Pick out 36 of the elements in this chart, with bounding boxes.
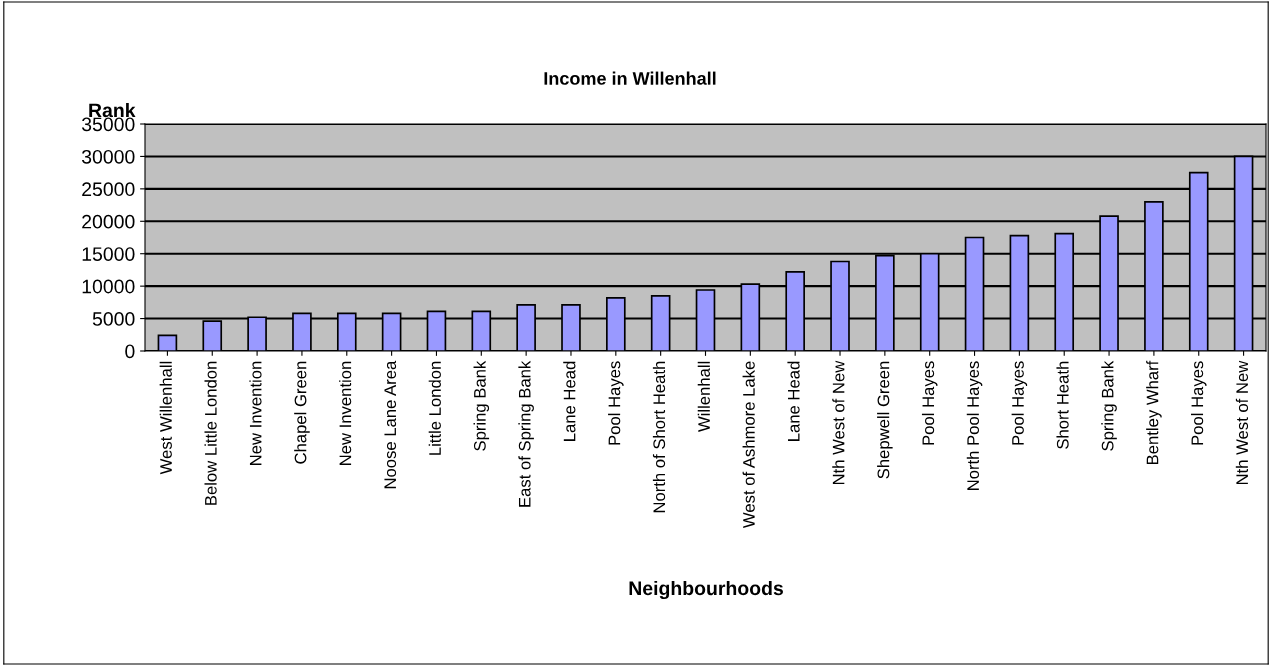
x-tick-label: Shepwell Green (877, 361, 893, 479)
x-tick-label: North of Short Heath (652, 361, 666, 513)
y-tick-label: 0 (125, 344, 135, 359)
x-tick-label: Spring Bank (473, 360, 490, 451)
x-axis-title: Neighbourhoods (629, 580, 783, 600)
x-tick-label: East of Spring Bank (518, 360, 534, 507)
x-tick-label: Below Little London (204, 361, 217, 505)
x-tick-label: Little London (428, 361, 441, 455)
y-tick-label: 5000 (92, 312, 135, 326)
x-tick-label: North Pool Hayes (966, 361, 983, 490)
x-tick-label: West Willenhall (159, 361, 172, 475)
y-axis-title: Rank (89, 102, 136, 118)
y-tick-label: 25000 (82, 182, 135, 197)
y-tick-label: 10000 (82, 279, 135, 294)
x-tick-label: New Invention (339, 361, 352, 465)
chart-title: Income in Willenhall (544, 71, 716, 85)
x-tick-label: Lane Head (787, 361, 800, 441)
x-tick-label: Pool Hayes (1011, 361, 1028, 445)
x-tick-label: Bentley Wharf (1146, 360, 1162, 465)
y-tick-label: 15000 (82, 247, 135, 261)
x-tick-label: Pool Hayes (921, 361, 938, 445)
x-tick-label: Nth West of New (832, 360, 845, 485)
x-tick-label: Pool Hayes (1190, 361, 1207, 445)
x-tick-label: Willenhall (697, 361, 710, 432)
y-tick-label: 35000 (81, 117, 135, 132)
y-tick-label: 30000 (81, 149, 135, 164)
y-tick-label: 20000 (82, 214, 135, 229)
x-tick-label: Spring Bank (1101, 360, 1117, 451)
x-tick-label: Pool Hayes (608, 361, 624, 445)
x-tick-label: New Invention (249, 361, 262, 465)
x-tick-label: Nth West of New (1235, 360, 1249, 485)
x-tick-label: West of Ashmore Lake (742, 361, 755, 529)
x-tick-label: Chapel Green (294, 361, 310, 464)
x-tick-label: Short Heath (1056, 361, 1069, 449)
x-tick-label: Noose Lane Area (384, 360, 397, 489)
x-tick-label: Lane Head (563, 361, 576, 441)
